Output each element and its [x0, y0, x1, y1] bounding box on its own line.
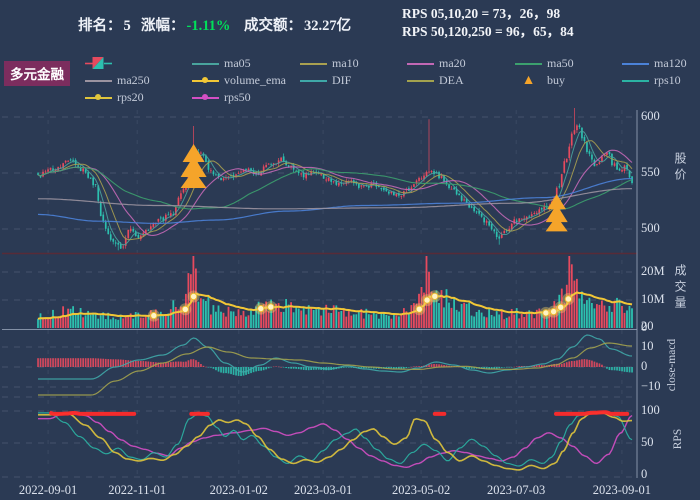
- rps-short-line: RPS 05,10,20 = 73，26，98: [402, 6, 561, 21]
- macd-panel: [37, 334, 633, 396]
- rank-value: 5: [123, 18, 131, 34]
- legend-item-kline[interactable]: [85, 56, 112, 71]
- change-stat: 涨幅： -1.11%: [141, 14, 230, 35]
- macd-tick-10: 10: [641, 339, 654, 353]
- legend-item-ma10[interactable]: ma10: [300, 56, 359, 71]
- x-tick-2023-05-02: 2023-05-02: [391, 483, 451, 497]
- buy-signal-arrow: [180, 144, 207, 188]
- change-label: 涨幅：: [141, 18, 185, 34]
- price-panel: [37, 108, 633, 251]
- rps10-swatch-icon: [622, 74, 649, 87]
- rank-label: 排名：: [78, 18, 122, 34]
- sector-title-badge[interactable]: 多元金融: [4, 61, 70, 86]
- legend-item-rps10[interactable]: rps10: [622, 73, 681, 88]
- rps-tick-100: 100: [641, 403, 660, 417]
- legend-label: volume_ema: [224, 73, 286, 87]
- legend-item-rps50[interactable]: rps50: [192, 90, 251, 105]
- x-tick-2023-03-01: 2023-03-01: [293, 483, 353, 497]
- x-tick-2023-01-02: 2023-01-02: [209, 483, 268, 497]
- turnover-stat: 成交额： 32.27亿: [244, 14, 351, 35]
- volume-panel: [37, 256, 633, 328]
- turnover-value: 32.27亿: [304, 18, 352, 34]
- buy-signal-arrow: [545, 194, 568, 232]
- rps-readout: RPS 05,10,20 = 73，26，98 RPS 50,120,250 =…: [402, 5, 574, 40]
- ma50-swatch-icon: [515, 57, 542, 70]
- legend-label: ma20: [439, 56, 466, 70]
- price-tick-550: 550: [641, 165, 660, 179]
- x-tick-2023-07-03: 2023-07-03: [486, 483, 546, 497]
- legend-item-ma50[interactable]: ma50: [515, 56, 574, 71]
- legend-label: ma50: [547, 56, 574, 70]
- rps50-swatch-icon: [192, 91, 219, 104]
- volume-tick-0: 0: [641, 320, 648, 334]
- ma05-swatch-icon: [192, 57, 219, 70]
- x-tick-2022-11-01: 2022-11-01: [108, 483, 167, 497]
- rps-long-line: RPS 50,120,250 = 96，65，84: [402, 23, 574, 39]
- legend-label: DIF: [332, 73, 352, 87]
- legend-item-DEA[interactable]: DEA: [407, 73, 464, 88]
- legend-item-DIF[interactable]: DIF: [300, 73, 351, 88]
- legend-label: ma120: [654, 56, 687, 70]
- change-value: -1.11%: [186, 18, 231, 34]
- volume-tick-20M: 20M: [641, 264, 665, 278]
- legend-item-volume_ema[interactable]: volume_ema: [192, 73, 286, 88]
- legend-item-ma250[interactable]: ma250: [85, 73, 150, 88]
- rps-tick-50: 50: [641, 435, 654, 449]
- legend-label: ma250: [117, 73, 150, 87]
- rps20-swatch-icon: [85, 91, 112, 104]
- legend-label: buy: [547, 73, 565, 87]
- price-axis-title: 股价: [673, 152, 687, 184]
- rps-axis-title: RPS: [672, 428, 684, 450]
- legend-label: rps20: [117, 90, 144, 104]
- legend-label: rps10: [654, 73, 681, 87]
- legend-label: ma10: [332, 56, 359, 70]
- x-tick-2022-09-01: 2022-09-01: [18, 483, 78, 497]
- DIF-swatch-icon: [300, 74, 327, 87]
- macd-tick-20: 20: [641, 319, 654, 333]
- legend-label: DEA: [439, 73, 464, 87]
- volume-tick-10M: 10M: [641, 292, 665, 306]
- macd-tick-−10: −10: [641, 379, 661, 393]
- x-tick-2023-09-01: 2023-09-01: [592, 483, 652, 497]
- ma10-swatch-icon: [300, 57, 327, 70]
- rps-panel: [38, 410, 633, 471]
- legend-item-buy[interactable]: ▲ buy: [515, 73, 565, 88]
- kline-icon: [85, 57, 112, 70]
- volume_ema-swatch-icon: [192, 74, 219, 87]
- macd-tick-0: 0: [641, 359, 648, 373]
- volume-axis-title: 成交量: [673, 264, 687, 312]
- DEA-swatch-icon: [407, 74, 434, 87]
- legend: ma05 ma10 ma20 ma50 ma120 ma250 volume_ema DIF D…: [0, 0, 700, 110]
- legend-item-ma05[interactable]: ma05: [192, 56, 251, 71]
- grid: [2, 110, 637, 478]
- ma120-swatch-icon: [622, 57, 649, 70]
- price-tick-500: 500: [641, 221, 660, 235]
- ma250-swatch-icon: [85, 74, 112, 87]
- price-tick-600: 600: [641, 109, 660, 123]
- buy-arrow-icon: ▲: [521, 73, 536, 88]
- legend-label: ma05: [224, 56, 251, 70]
- turnover-label: 成交额：: [244, 18, 302, 34]
- ma20-swatch-icon: [407, 57, 434, 70]
- legend-item-rps20[interactable]: rps20: [85, 90, 144, 105]
- rps-tick-0: 0: [641, 467, 648, 481]
- rank-stat: 排名： 5: [78, 14, 131, 35]
- legend-item-ma120[interactable]: ma120: [622, 56, 687, 71]
- legend-item-ma20[interactable]: ma20: [407, 56, 466, 71]
- macd-axis-title: close-macd: [666, 338, 678, 392]
- legend-label: rps50: [224, 90, 251, 104]
